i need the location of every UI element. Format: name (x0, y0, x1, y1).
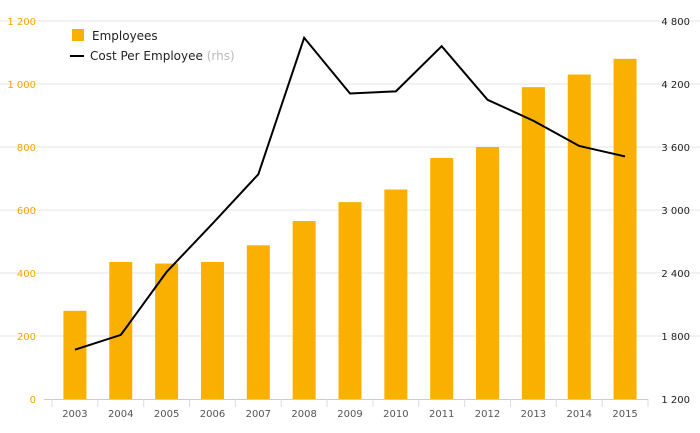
x-tick-label: 2006 (200, 409, 225, 420)
bar-employees (246, 245, 270, 399)
bar-employees (63, 310, 87, 399)
legend-label-rhs-suffix: (rhs) (207, 49, 235, 63)
y-left-tick-label: 0 (30, 395, 36, 406)
x-tick-label: 2013 (521, 409, 546, 420)
bar-employees (384, 189, 408, 399)
axes: 0 200 400 600 800 1 000 1 200 1 200 1 800 2 400 3 … (7, 17, 690, 420)
bar-employees (155, 263, 179, 399)
x-tick-label: 2014 (567, 409, 592, 420)
legend-swatch-employees (72, 29, 84, 41)
x-tick-label: 2007 (246, 409, 271, 420)
y-right-tick-label: 1 800 (661, 332, 690, 343)
legend: Employees Cost Per Employee (rhs) (70, 29, 235, 63)
legend-label-cost-per-employee-name: Cost Per Employee (90, 49, 203, 63)
x-tick-label: 2012 (475, 409, 500, 420)
x-tick-label: 2010 (383, 409, 408, 420)
y-left-tick-label: 200 (17, 332, 36, 343)
y-left-tick-label: 1 200 (7, 17, 36, 28)
bar-employees (338, 202, 362, 399)
y-right-tick-label: 3 600 (661, 143, 690, 154)
bar-employees (200, 261, 224, 399)
bar-employees (613, 58, 637, 400)
bar-employees (292, 221, 316, 399)
x-tick-label: 2005 (154, 409, 179, 420)
bar-employees (109, 261, 133, 399)
legend-label-employees: Employees (92, 29, 158, 43)
x-tick-label: 2004 (108, 409, 133, 420)
x-tick-label: 2003 (62, 409, 87, 420)
y-left-tick-label: 400 (17, 269, 36, 280)
x-tick-label: 2015 (612, 409, 637, 420)
y-left-tick-label: 800 (17, 143, 36, 154)
bar-employees (476, 147, 500, 399)
y-right-tick-label: 1 200 (661, 395, 690, 406)
bar-series-employees (63, 58, 637, 400)
y-right-tick-label: 4 200 (661, 80, 690, 91)
bar-employees (521, 87, 545, 400)
x-tick-label: 2008 (291, 409, 316, 420)
line-cost-per-employee (74, 35, 626, 351)
y-right-tick-label: 2 400 (661, 269, 690, 280)
line-series-cost-per-employee (74, 35, 626, 351)
x-tick-label: 2009 (337, 409, 362, 420)
y-right-tick-label: 4 800 (661, 17, 690, 28)
y-left-tick-label: 600 (17, 206, 36, 217)
y-right-tick-label: 3 000 (661, 206, 690, 217)
bar-employees (430, 158, 454, 399)
x-tick-label: 2011 (429, 409, 454, 420)
bar-employees (567, 74, 591, 400)
legend-label-cost-per-employee: Cost Per Employee (rhs) (90, 49, 235, 63)
y-left-tick-label: 1 000 (7, 80, 36, 91)
